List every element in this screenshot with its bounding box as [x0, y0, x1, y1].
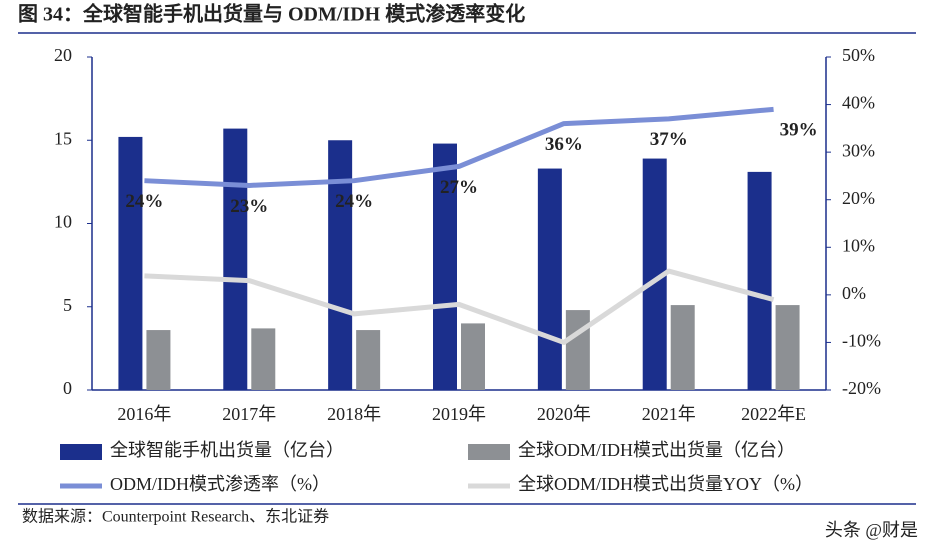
bar [537, 168, 562, 390]
chart-title: 图 34：全球智能手机出货量与 ODM/IDH 模式渗透率变化 [18, 2, 525, 26]
data-label: 27% [440, 177, 478, 198]
y2-tick-label: 10% [842, 235, 875, 255]
bar [747, 171, 772, 390]
legend-label: ODM/IDH模式渗透率（%） [110, 474, 330, 494]
y-tick-label: 10 [54, 212, 72, 232]
data-label: 36% [545, 134, 583, 155]
legend-swatch [60, 444, 102, 460]
x-tick-label: 2016年 [117, 404, 171, 424]
legend-label: 全球ODM/IDH模式出货量YOY（%） [518, 474, 813, 494]
x-tick-label: 2022年E [741, 404, 806, 424]
bar [251, 328, 276, 390]
bar [118, 136, 143, 390]
data-label: 23% [230, 196, 268, 217]
source: 数据来源：Counterpoint Research、东北证券 [22, 508, 329, 526]
bar [461, 323, 485, 390]
y2-tick-label: 30% [842, 140, 875, 160]
data-label: 39% [780, 120, 818, 141]
line [144, 268, 775, 345]
y2-tick-label: 0% [842, 283, 866, 303]
y-tick-label: 15 [54, 128, 72, 148]
y2-tick-label: -20% [842, 378, 881, 398]
data-label: 24% [125, 191, 163, 212]
bar [565, 310, 590, 390]
y2-tick-label: 20% [842, 188, 875, 208]
bar [356, 330, 381, 390]
bar [433, 143, 457, 390]
y2-tick-label: 50% [842, 45, 875, 65]
legend-swatch [468, 444, 510, 460]
x-tick-label: 2021年 [642, 404, 696, 424]
x-tick-label: 2019年 [432, 404, 486, 424]
legend-label: 全球智能手机出货量（亿台） [110, 440, 344, 460]
bar [775, 305, 800, 390]
line [144, 106, 774, 188]
data-label: 37% [650, 129, 688, 150]
y2-tick-label: 40% [842, 93, 875, 113]
x-tick-label: 2018年 [327, 404, 381, 424]
watermark: 头条 @财是 [825, 520, 918, 540]
y-tick-label: 5 [63, 295, 72, 315]
bar [328, 140, 353, 390]
y-tick-label: 20 [54, 45, 72, 65]
y-tick-label: 0 [63, 378, 72, 398]
x-tick-label: 2020年 [537, 404, 591, 424]
legend-label: 全球ODM/IDH模式出货量（亿台） [518, 440, 795, 460]
data-label: 24% [335, 191, 373, 212]
bar [146, 330, 171, 390]
bar [223, 128, 248, 390]
bar [670, 305, 695, 390]
y2-tick-label: -10% [842, 331, 881, 351]
x-tick-label: 2017年 [222, 404, 276, 424]
